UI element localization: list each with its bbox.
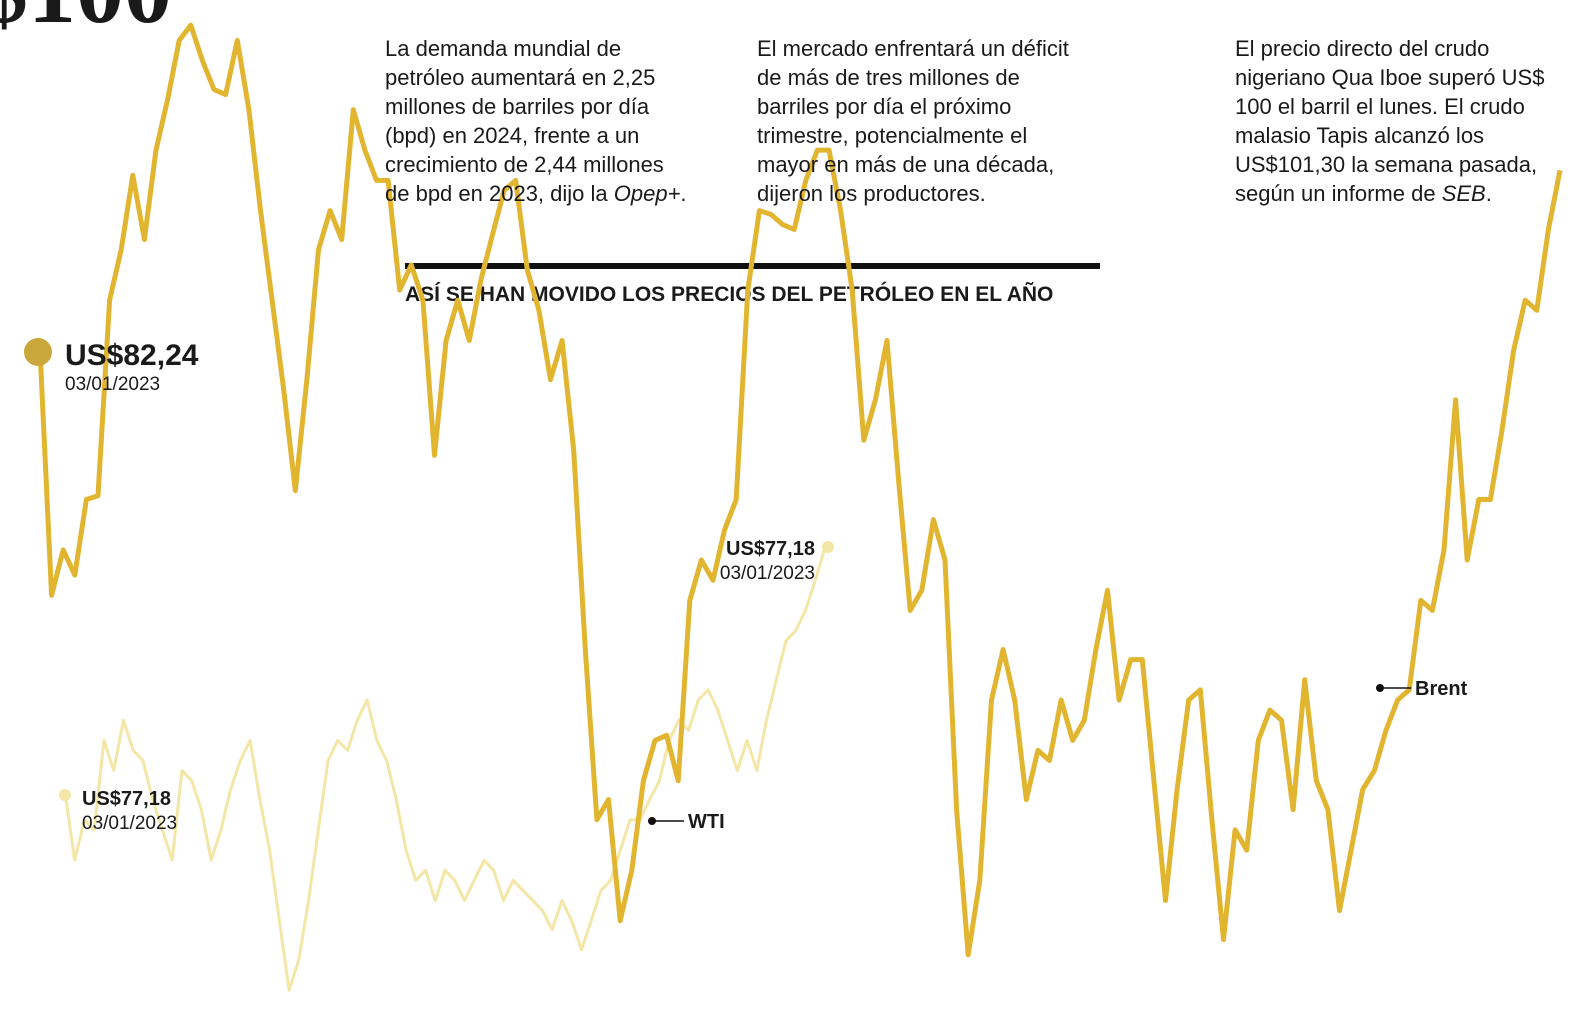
- paragraph-line: de bpd en 2023, dijo la Opep+.: [385, 181, 687, 206]
- text-run: mayor en más de una década,: [757, 152, 1054, 177]
- text-run: (bpd) en 2024, frente a un: [385, 123, 639, 148]
- paragraph-line: de más de tres millones de: [757, 65, 1020, 90]
- paragraph-line: El precio directo del crudo: [1235, 36, 1489, 61]
- text-run: barriles por día el próximo: [757, 94, 1011, 119]
- chart-title: ASÍ SE HAN MOVIDO LOS PRECIOS DEL PETRÓL…: [405, 282, 1053, 306]
- legend-label: WTI: [688, 811, 725, 833]
- text-run: crecimiento de 2,44 millones: [385, 152, 664, 177]
- series-line: [37, 22, 1563, 958]
- text-run: de más de tres millones de: [757, 65, 1020, 90]
- paragraph-line: El mercado enfrentará un déficit: [757, 36, 1069, 61]
- paragraph-line: mayor en más de una década,: [757, 152, 1054, 177]
- paragraph-line: crecimiento de 2,44 millones: [385, 152, 664, 177]
- text-run: Opep+: [614, 181, 681, 206]
- text-run: malasio Tapis alcanzó los: [1235, 123, 1484, 148]
- annotation-dot: [59, 789, 71, 801]
- text-run: según un informe de: [1235, 181, 1442, 206]
- annotation-label: US$77,18: [82, 788, 171, 810]
- leader-dot: [648, 817, 656, 825]
- paragraph-line: trimestre, potencialmente el: [757, 123, 1027, 148]
- text-run: .: [1486, 181, 1492, 206]
- paragraph-line: barriles por día el próximo: [757, 94, 1011, 119]
- text-run: El mercado enfrentará un déficit: [757, 36, 1069, 61]
- text-run: dijeron los productores.: [757, 181, 986, 206]
- annotation-label: US$77,18: [726, 538, 815, 560]
- paragraph-line: La demanda mundial de: [385, 36, 621, 61]
- paragraph-line: US$101,30 la semana pasada,: [1235, 152, 1537, 177]
- annotation-date: 03/01/2023: [82, 813, 177, 834]
- paragraph-line: según un informe de SEB.: [1235, 181, 1492, 206]
- paragraph-line: millones de barriles por día: [385, 94, 650, 119]
- paragraph-line: (bpd) en 2024, frente a un: [385, 123, 639, 148]
- annotation-label: US$82,24: [65, 339, 199, 372]
- text-run: petróleo aumentará en 2,25: [385, 65, 655, 90]
- text-run: .: [680, 181, 686, 206]
- text-run: 100 el barril el lunes. El crudo: [1235, 94, 1525, 119]
- paragraph-line: nigeriano Qua Iboe superó US$: [1235, 65, 1544, 90]
- series-line: [63, 546, 827, 992]
- leader-dot: [1376, 684, 1384, 692]
- text-run: SEB: [1442, 181, 1486, 206]
- text-run: US$101,30 la semana pasada,: [1235, 152, 1537, 177]
- annotation-date: 03/01/2023: [720, 563, 815, 584]
- text-run: de bpd en 2023, dijo la: [385, 181, 614, 206]
- text-run: nigeriano Qua Iboe superó US$: [1235, 65, 1544, 90]
- paragraph-line: malasio Tapis alcanzó los: [1235, 123, 1484, 148]
- paragraph-line: petróleo aumentará en 2,25: [385, 65, 655, 90]
- annotation-date: 03/01/2023: [65, 374, 160, 395]
- annotation-dot: [822, 541, 834, 553]
- text-run: El precio directo del crudo: [1235, 36, 1489, 61]
- text-layer: BrentWTIUS$82,2403/01/2023US$77,1803/01/…: [24, 36, 1544, 834]
- text-run: La demanda mundial de: [385, 36, 621, 61]
- paragraph-line: dijeron los productores.: [757, 181, 986, 206]
- annotation-dot: [24, 338, 52, 366]
- text-run: trimestre, potencialmente el: [757, 123, 1027, 148]
- headline: $100: [0, 0, 172, 43]
- paragraph-line: 100 el barril el lunes. El crudo: [1235, 94, 1525, 119]
- legend-label: Brent: [1415, 678, 1468, 700]
- plot: [37, 22, 1563, 992]
- text-run: millones de barriles por día: [385, 94, 650, 119]
